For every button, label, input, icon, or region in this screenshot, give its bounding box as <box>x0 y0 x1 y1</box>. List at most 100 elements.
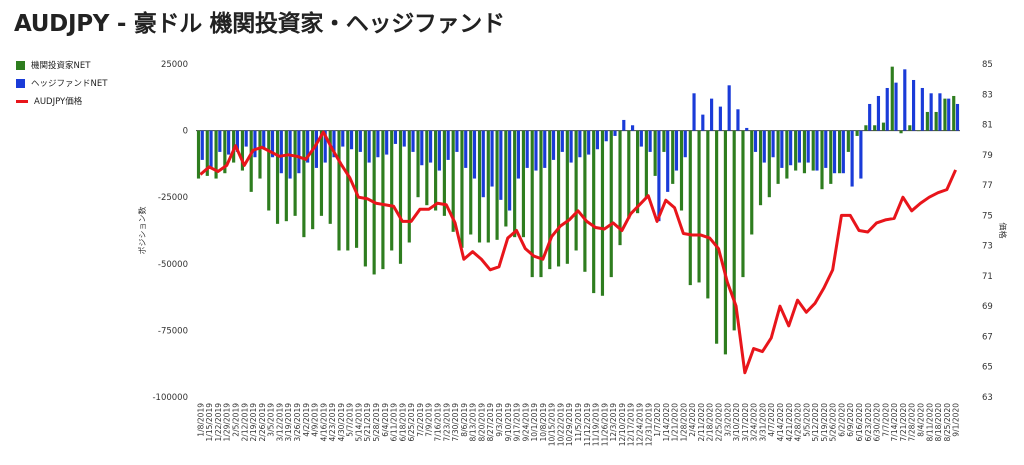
bar-hedge <box>947 98 951 131</box>
x-tick-label: 5/19/2020 <box>820 403 829 442</box>
bar-inst <box>609 130 613 278</box>
y-tick-label: -100000 <box>152 393 188 403</box>
bar-inst <box>311 130 315 230</box>
y-tick-label: -50000 <box>158 260 188 270</box>
x-tick-label: 10/8/2019 <box>539 403 548 442</box>
bar-inst <box>802 130 807 174</box>
x-tick-label: 7/9/2019 <box>425 403 434 437</box>
bar-hedge <box>508 130 512 211</box>
bar-hedge <box>938 93 942 131</box>
x-tick-label: 4/21/2020 <box>785 403 794 442</box>
x-tick-label: 10/15/2019 <box>548 403 557 446</box>
bar-inst <box>565 130 569 264</box>
bar-hedge <box>420 130 424 166</box>
bar-inst <box>864 125 868 131</box>
x-tick-label: 1/8/2019 <box>196 403 205 437</box>
x-tick-label: 2/18/2020 <box>706 403 715 442</box>
bar-hedge <box>718 106 722 131</box>
bar-inst <box>934 111 938 131</box>
bar-inst <box>407 130 411 243</box>
legend-swatch-price <box>16 99 28 103</box>
bar-hedge <box>815 130 819 171</box>
bar-inst <box>319 130 324 216</box>
x-tick-label: 4/9/2019 <box>311 403 320 437</box>
bar-inst <box>398 130 403 264</box>
x-tick-label: 6/18/2019 <box>398 403 407 442</box>
x-tick-label: 3/24/2020 <box>750 403 759 442</box>
bar-hedge <box>692 93 696 131</box>
x-tick-label: 8/11/2020 <box>925 403 934 442</box>
x-tick-label: 4/2/2019 <box>302 403 311 437</box>
x-tick-label: 7/7/2020 <box>881 403 890 437</box>
bar-inst <box>495 130 499 240</box>
bar-hedge <box>481 130 485 198</box>
y-tick-label: -75000 <box>158 326 188 336</box>
bar-inst <box>671 130 675 184</box>
bar-hedge <box>490 130 494 187</box>
bar-hedge <box>279 130 283 174</box>
bar-inst <box>214 130 218 179</box>
x-tick-label: 4/14/2020 <box>776 403 785 442</box>
bar-hedge <box>701 114 705 131</box>
bar-hedge <box>797 130 801 163</box>
bar-hedge <box>639 130 643 147</box>
bar-inst <box>829 130 833 184</box>
bar-inst <box>530 130 534 278</box>
x-tick-label: 4/16/2019 <box>319 403 328 442</box>
bar-inst <box>328 130 332 224</box>
x-tick-label: 3/12/2019 <box>275 403 284 442</box>
bar-inst <box>302 130 306 238</box>
y2-tick-label: 73 <box>982 242 993 252</box>
bar-hedge <box>323 130 327 163</box>
bar-hedge <box>209 130 213 168</box>
bar-hedge <box>534 130 538 171</box>
bar-inst <box>679 130 684 211</box>
x-tick-label: 6/30/2020 <box>873 403 882 442</box>
bar-hedge <box>674 130 679 171</box>
bar-hedge <box>824 130 828 168</box>
bar-inst <box>425 130 429 206</box>
bar-hedge <box>385 130 389 155</box>
bar-inst <box>943 98 947 131</box>
bar-hedge <box>464 130 468 168</box>
bar-inst <box>346 130 350 251</box>
bar-hedge <box>578 130 582 158</box>
x-tick-label: 2/4/2020 <box>688 403 697 437</box>
bar-hedge <box>218 130 222 152</box>
bar-hedge <box>832 130 837 174</box>
legend-swatch-inst <box>16 60 25 70</box>
bar-inst <box>627 130 631 219</box>
x-tick-label: 10/29/2019 <box>565 403 574 446</box>
bar-inst <box>758 130 763 206</box>
bar-inst <box>899 130 903 134</box>
bar-inst <box>556 130 561 267</box>
bar-hedge <box>543 130 547 168</box>
x-tick-label: 7/16/2019 <box>433 403 442 442</box>
x-tick-label: 12/3/2019 <box>609 403 618 442</box>
bar-inst <box>855 130 859 136</box>
bar-inst <box>794 130 798 171</box>
x-tick-label: 12/17/2019 <box>627 403 636 446</box>
x-tick-label: 5/5/2020 <box>802 403 811 437</box>
legend: 機関投資家NET ヘッジファンドNET AUDJPY価格 <box>16 56 107 110</box>
bar-inst <box>574 130 578 251</box>
bar-hedge <box>876 95 881 131</box>
y2-tick-label: 63 <box>982 393 993 403</box>
bar-hedge <box>753 130 758 152</box>
y2-tick-label: 65 <box>982 363 993 373</box>
x-tick-label: 4/30/2019 <box>337 403 346 442</box>
x-tick-label: 1/28/2020 <box>679 403 688 442</box>
x-tick-label: 6/23/2020 <box>864 403 873 442</box>
bar-inst <box>653 130 657 176</box>
x-tick-label: 2/25/2020 <box>715 403 724 442</box>
bar-hedge <box>850 130 854 187</box>
y-tick-label: 25000 <box>161 60 188 70</box>
x-tick-label: 3/10/2020 <box>732 403 741 442</box>
legend-label-hedge: ヘッジファンドNET <box>31 79 108 89</box>
bar-inst <box>337 130 341 251</box>
legend-item-price: AUDJPY価格 <box>16 92 107 110</box>
x-tick-label: 7/2/2019 <box>416 403 425 437</box>
x-tick-label: 9/17/2019 <box>513 403 522 442</box>
bar-inst <box>460 130 464 248</box>
bar-inst <box>644 130 648 198</box>
